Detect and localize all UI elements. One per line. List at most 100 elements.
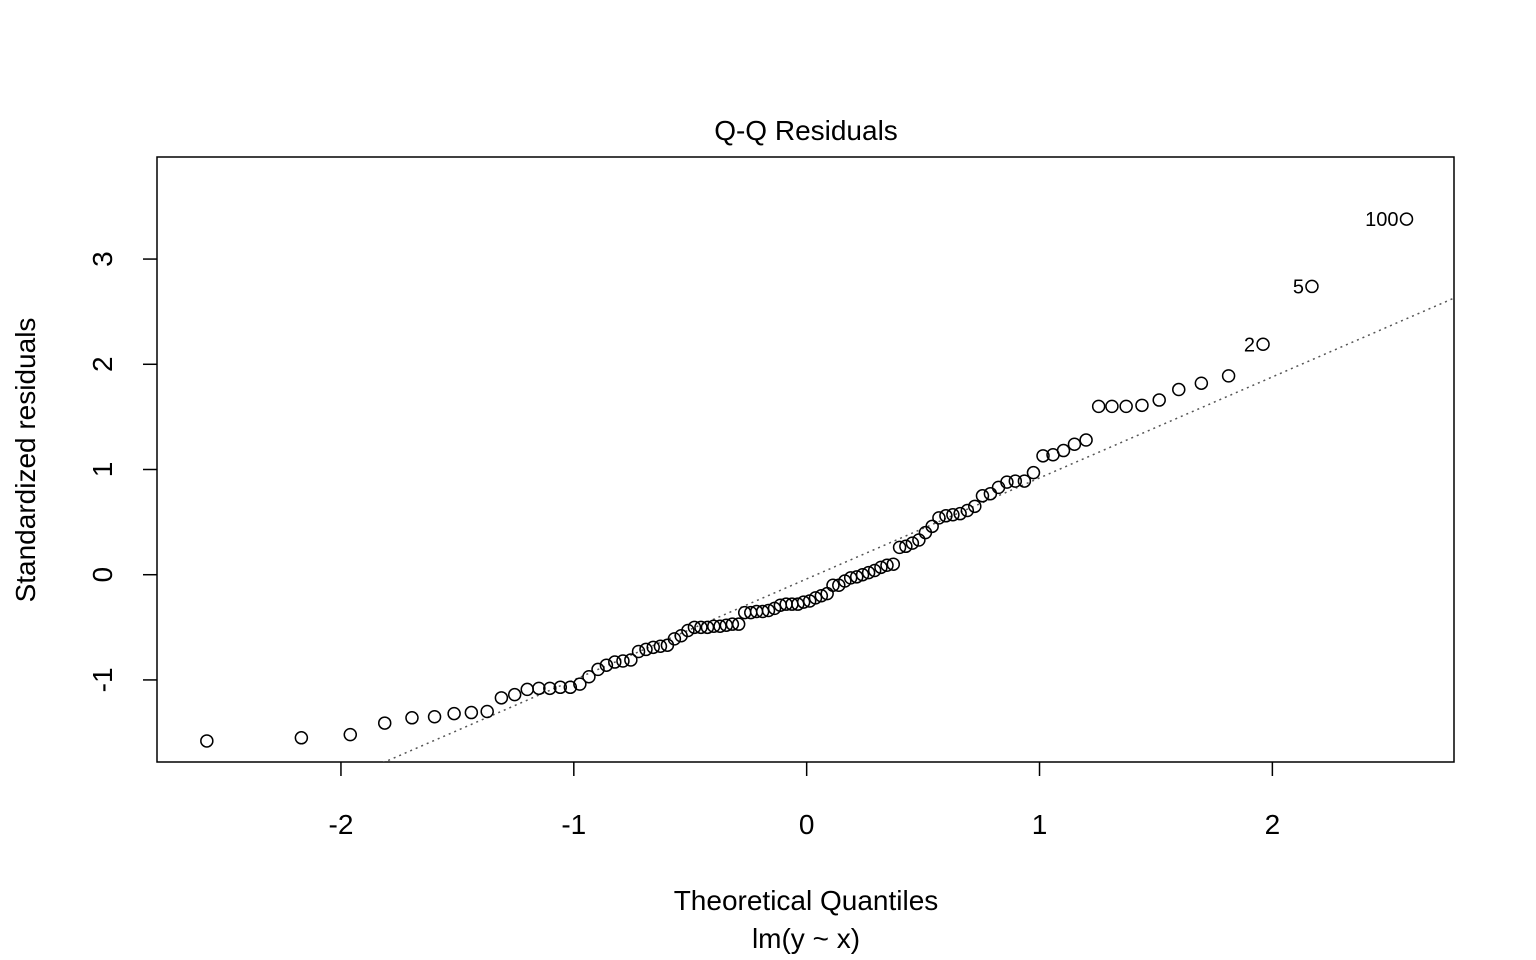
- point-label: 2: [1244, 334, 1255, 356]
- point: [1000, 475, 1014, 489]
- point: [200, 734, 214, 748]
- point: [826, 578, 840, 592]
- point: [1119, 399, 1133, 414]
- point: [892, 540, 907, 555]
- point: [599, 658, 614, 672]
- point: [939, 509, 953, 523]
- point: [761, 603, 776, 618]
- point: [591, 662, 605, 677]
- point: [968, 499, 982, 514]
- y-tick-label: 0: [87, 567, 118, 583]
- x-tick-label: 1: [1032, 809, 1048, 840]
- point: [1399, 212, 1414, 226]
- point: [1017, 474, 1032, 488]
- point: [553, 680, 568, 695]
- point: [1026, 465, 1041, 480]
- y-tick-label: 2: [87, 356, 118, 372]
- point: [653, 639, 668, 654]
- point: [294, 731, 309, 745]
- point: [731, 617, 746, 631]
- point: [886, 557, 901, 571]
- point: [507, 687, 522, 702]
- x-tick-label: -1: [561, 809, 586, 840]
- point: [608, 655, 622, 669]
- point: [1305, 279, 1319, 294]
- point: [532, 681, 546, 696]
- subtitle: lm(y ~ x): [752, 923, 860, 954]
- x-tick-label: 0: [799, 809, 815, 840]
- point: [849, 570, 864, 584]
- plot-area: [382, 297, 1454, 762]
- point: [867, 563, 882, 578]
- point: [1067, 437, 1082, 451]
- point: [1008, 474, 1023, 488]
- reference-line: [382, 297, 1454, 762]
- point: [983, 486, 998, 501]
- point: [946, 507, 960, 522]
- y-axis-label: Standardized residuals: [10, 318, 41, 603]
- point: [494, 691, 509, 705]
- x-tick-label: -2: [329, 809, 354, 840]
- point: [1105, 399, 1119, 414]
- point: [1091, 399, 1106, 414]
- x-tick-label: 2: [1265, 809, 1281, 840]
- point: [480, 704, 494, 719]
- point-label: 5: [1293, 276, 1304, 298]
- point: [975, 489, 990, 503]
- point: [646, 640, 660, 655]
- point: [573, 677, 587, 691]
- point: [1256, 337, 1270, 352]
- point: [405, 711, 419, 725]
- point: [932, 511, 946, 525]
- point: [631, 644, 646, 659]
- point: [925, 519, 939, 534]
- point: [694, 620, 708, 635]
- point: [953, 506, 967, 521]
- point: [874, 560, 888, 575]
- point: [639, 642, 653, 657]
- point: [377, 716, 392, 730]
- y-tick-label: -1: [87, 667, 118, 692]
- point: [1135, 398, 1149, 413]
- x-axis-label: Theoretical Quantiles: [674, 885, 939, 916]
- y-tick-label: 1: [87, 462, 118, 478]
- point-label: 100: [1365, 209, 1398, 231]
- point: [343, 727, 358, 742]
- chart-title: Q-Q Residuals: [714, 115, 898, 146]
- point: [814, 589, 829, 603]
- point: [1056, 443, 1071, 458]
- y-tick-label: 3: [87, 251, 118, 267]
- point: [899, 539, 913, 554]
- point: [918, 525, 933, 540]
- plot-frame: [156, 156, 1455, 763]
- point: [543, 681, 557, 696]
- point: [582, 670, 596, 684]
- point: [808, 591, 823, 605]
- point: [681, 623, 695, 638]
- point: [1194, 376, 1209, 390]
- point: [960, 503, 975, 518]
- point: [616, 654, 630, 668]
- point: [796, 595, 811, 609]
- point: [1036, 449, 1050, 463]
- point: [880, 558, 894, 572]
- point: [687, 620, 702, 635]
- point: [520, 682, 534, 697]
- point: [427, 710, 442, 724]
- point: [464, 705, 479, 720]
- point: [447, 706, 461, 721]
- point: [861, 565, 876, 580]
- point: [660, 638, 675, 652]
- point: [855, 567, 870, 582]
- point: [1079, 433, 1093, 447]
- point: [624, 653, 638, 667]
- point: [1172, 382, 1186, 397]
- point: [667, 632, 682, 646]
- point: [563, 680, 578, 695]
- point: [1152, 393, 1166, 407]
- point: [905, 536, 920, 550]
- point: [1221, 369, 1236, 383]
- point: [725, 617, 740, 631]
